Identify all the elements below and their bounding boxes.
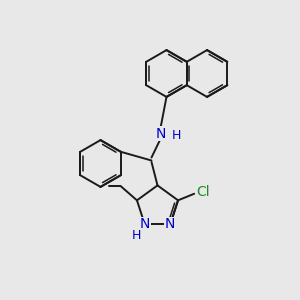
Text: N: N	[140, 218, 150, 232]
Text: H: H	[171, 129, 181, 142]
Text: N: N	[165, 218, 175, 232]
Text: Cl: Cl	[196, 185, 209, 199]
Text: H: H	[132, 230, 141, 242]
Text: N: N	[155, 127, 166, 140]
